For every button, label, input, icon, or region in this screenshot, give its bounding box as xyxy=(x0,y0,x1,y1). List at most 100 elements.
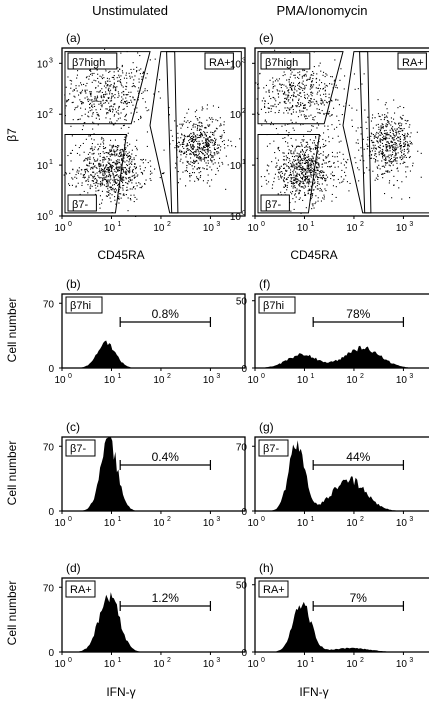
scatter-point xyxy=(306,181,308,183)
scatter-point xyxy=(293,164,295,166)
scatter-point xyxy=(407,144,409,146)
scatter-point xyxy=(90,162,92,164)
scatter-point xyxy=(394,142,396,144)
y-tick-exponent: 1 xyxy=(242,159,246,166)
scatter-point xyxy=(389,131,391,133)
scatter-point xyxy=(114,188,116,190)
scatter-point xyxy=(278,178,280,180)
scatter-point xyxy=(301,139,303,141)
scatter-point xyxy=(116,166,118,168)
scatter-point xyxy=(310,162,312,164)
scatter-point xyxy=(116,154,118,156)
scatter-point xyxy=(296,152,298,154)
scatter-point xyxy=(92,106,94,108)
x-tick-exponent: 1 xyxy=(310,516,314,523)
scatter-point xyxy=(287,135,289,137)
scatter-point xyxy=(291,86,293,88)
scatter-point xyxy=(99,163,101,165)
scatter-point xyxy=(308,182,310,184)
scatter-point xyxy=(319,157,321,159)
x-tick-label: 10 xyxy=(203,375,215,386)
scatter-point xyxy=(192,168,194,170)
scatter-point xyxy=(103,177,105,179)
scatter-point xyxy=(144,183,146,185)
scatter-point xyxy=(89,188,91,190)
scatter-point xyxy=(305,118,307,120)
scatter-point xyxy=(134,145,136,147)
scatter-point xyxy=(384,193,386,195)
scatter-point xyxy=(125,178,127,180)
scatter-point xyxy=(196,177,198,179)
scatter-point xyxy=(400,159,402,161)
scatter-point xyxy=(217,144,219,146)
scatter-point xyxy=(104,147,106,149)
scatter-point xyxy=(133,166,135,168)
scatter-point xyxy=(392,160,394,162)
scatter-point xyxy=(308,159,310,161)
scatter-point xyxy=(105,195,107,197)
scatter-point xyxy=(394,150,396,152)
scatter-point xyxy=(295,163,297,165)
scatter-point xyxy=(280,84,282,86)
scatter-point xyxy=(133,68,135,70)
scatter-point xyxy=(395,146,397,148)
scatter-point xyxy=(230,140,232,142)
scatter-point xyxy=(298,193,300,195)
scatter-point xyxy=(138,81,140,83)
scatter-point xyxy=(322,138,324,140)
scatter-point xyxy=(281,125,283,127)
scatter-point xyxy=(203,168,205,170)
scatter-point xyxy=(306,109,308,111)
scatter-point xyxy=(378,146,380,148)
gate-marker-bracket xyxy=(119,317,212,327)
scatter-point xyxy=(315,87,317,89)
scatter-point xyxy=(214,141,216,143)
scatter-point xyxy=(285,155,287,157)
scatter-point xyxy=(71,102,73,104)
scatter-point xyxy=(298,106,300,108)
scatter-point xyxy=(181,151,183,153)
scatter-point xyxy=(380,126,382,128)
gate-label: RA+ xyxy=(70,584,92,596)
scatter-point xyxy=(180,137,182,139)
scatter-point xyxy=(332,174,334,176)
scatter-point xyxy=(289,51,291,53)
scatter-point xyxy=(125,194,127,196)
scatter-point xyxy=(289,84,291,86)
scatter-point xyxy=(186,167,188,169)
scatter-point xyxy=(309,78,311,80)
scatter-point xyxy=(215,173,217,175)
scatter-point xyxy=(330,178,332,180)
scatter-point xyxy=(120,163,122,165)
scatter-point xyxy=(278,172,280,174)
scatter-point xyxy=(207,162,209,164)
scatter-point xyxy=(125,113,127,115)
scatter-point xyxy=(113,149,115,151)
scatter-point xyxy=(385,144,387,146)
x-tick-exponent: 2 xyxy=(360,373,364,380)
scatter-point xyxy=(313,98,315,100)
scatter-point xyxy=(389,180,391,182)
gate-label-b7neg: β7- xyxy=(265,199,281,211)
scatter-point xyxy=(186,112,188,114)
scatter-point xyxy=(195,151,197,153)
scatter-point xyxy=(382,126,384,128)
scatter-point xyxy=(137,99,139,101)
scatter-point xyxy=(196,155,198,157)
scatter-point xyxy=(111,95,113,97)
scatter-point xyxy=(335,84,337,86)
scatter-point xyxy=(324,125,326,127)
scatter-point xyxy=(289,202,291,204)
scatter-point xyxy=(94,97,96,99)
scatter-point xyxy=(395,149,397,151)
scatter-point xyxy=(80,82,82,84)
scatter-point xyxy=(193,151,195,153)
scatter-point xyxy=(183,151,185,153)
scatter-point xyxy=(361,83,363,85)
scatter-point xyxy=(106,168,108,170)
scatter-point xyxy=(305,194,307,196)
dot-x-axis-title-a: CD45RA xyxy=(97,248,144,262)
scatter-point xyxy=(109,179,111,181)
scatter-point xyxy=(301,168,303,170)
scatter-point xyxy=(201,134,203,136)
